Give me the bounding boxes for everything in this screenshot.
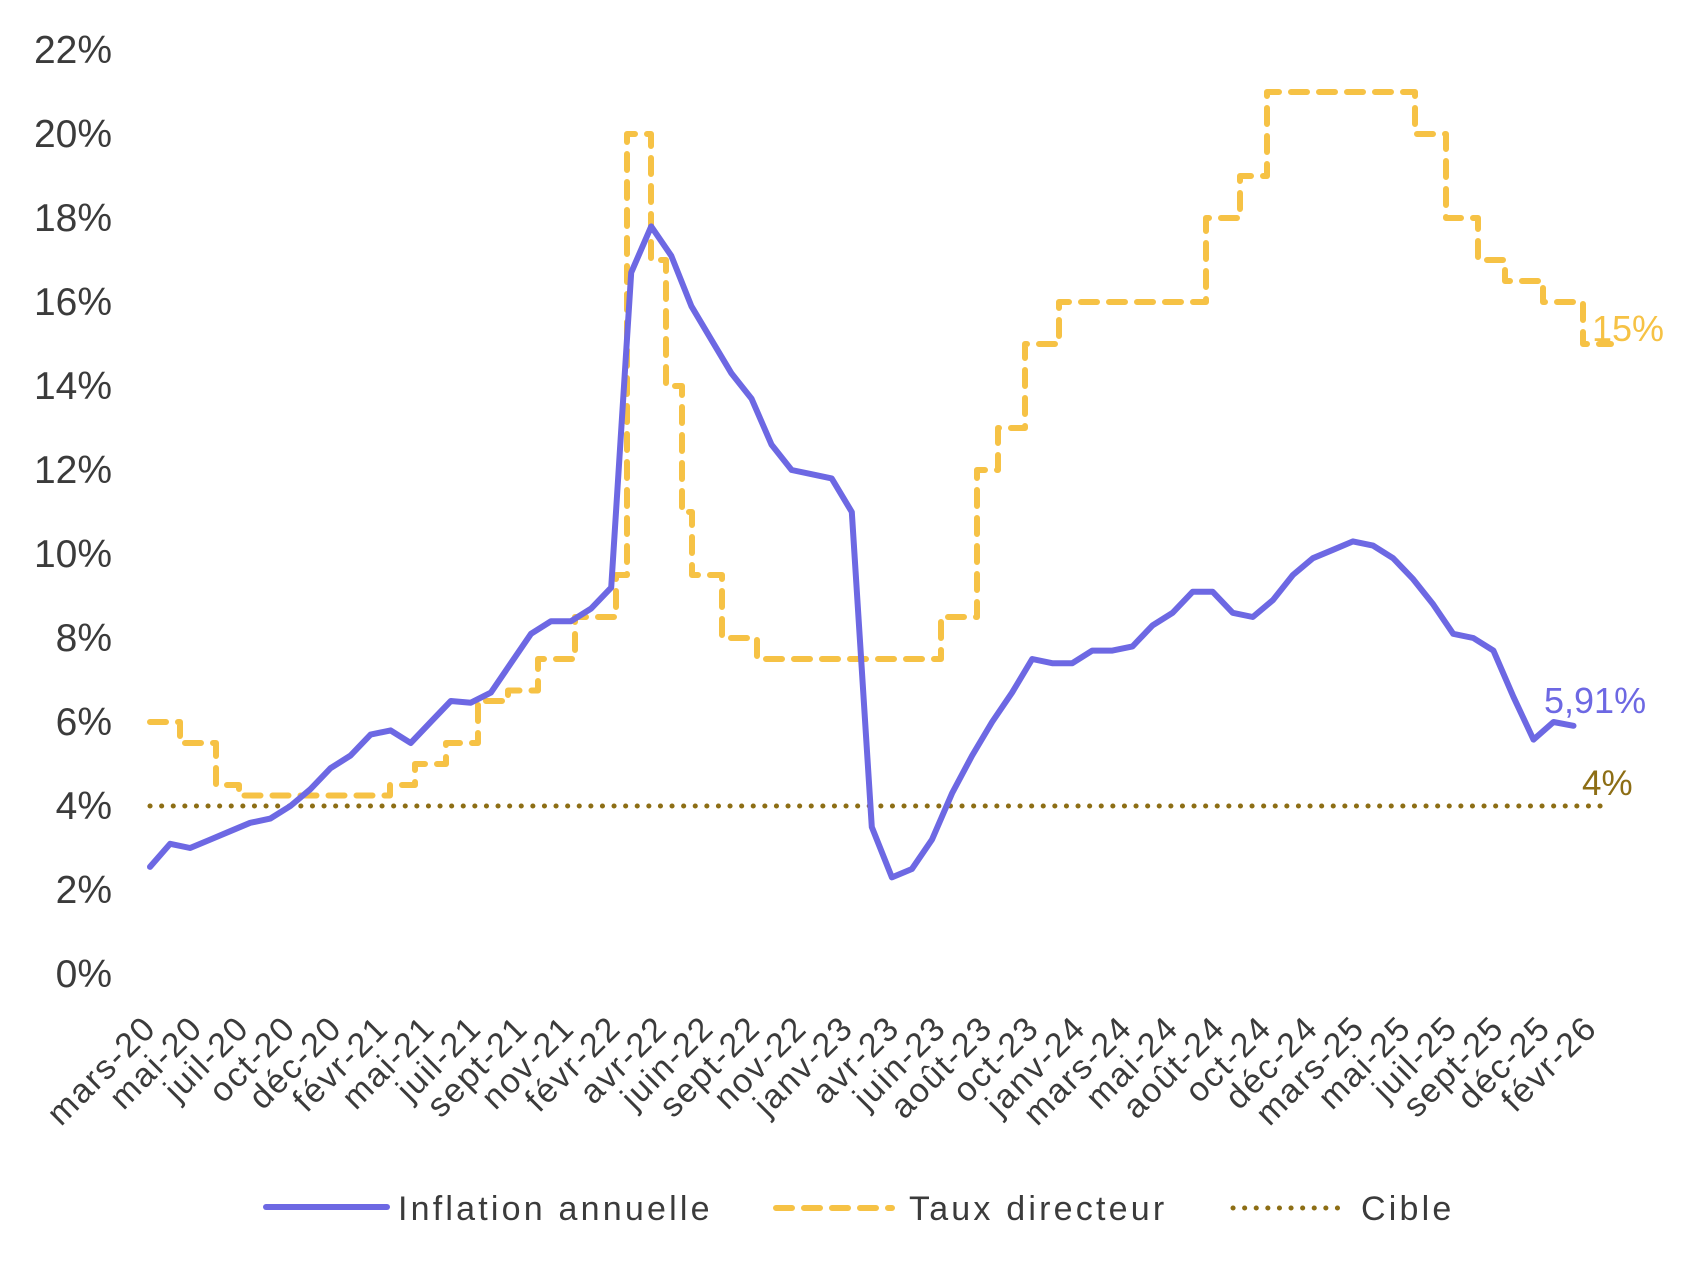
svg-text:6%: 6% [56,701,112,744]
svg-text:14%: 14% [34,365,112,408]
svg-text:22%: 22% [34,29,112,72]
svg-text:16%: 16% [34,281,112,324]
svg-text:10%: 10% [34,533,112,576]
svg-text:5,91%: 5,91% [1544,680,1646,721]
svg-text:Cible: Cible [1361,1190,1454,1228]
svg-text:2%: 2% [56,869,112,912]
svg-text:12%: 12% [34,449,112,492]
svg-text:15%: 15% [1592,308,1664,349]
svg-text:8%: 8% [56,617,112,660]
svg-text:18%: 18% [34,197,112,240]
svg-text:20%: 20% [34,113,112,156]
svg-text:Taux directeur: Taux directeur [909,1190,1167,1228]
svg-text:Inflation annuelle: Inflation annuelle [398,1190,713,1228]
svg-text:0%: 0% [56,953,112,996]
svg-text:4%: 4% [1582,764,1633,803]
svg-text:4%: 4% [56,785,112,828]
